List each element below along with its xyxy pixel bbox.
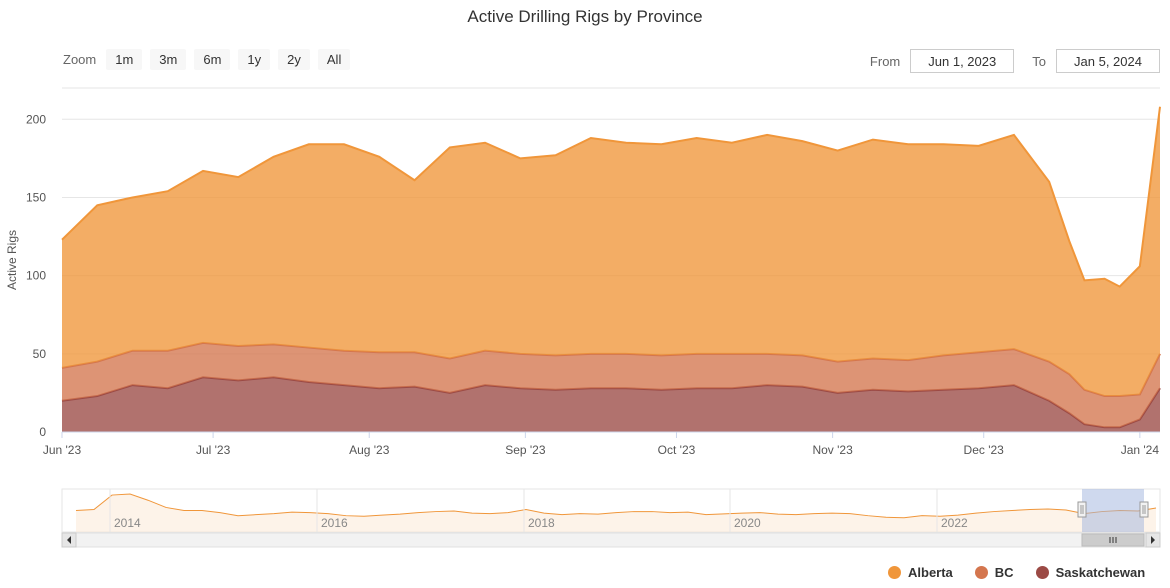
legend-item-alberta[interactable]: Alberta (888, 565, 953, 580)
navigator-tick-label: 2022 (941, 516, 968, 530)
zoom-bar: Zoom 1m 3m 6m 1y 2y All (63, 49, 351, 70)
navigator-tick-label: 2020 (734, 516, 761, 530)
y-tick-label: 50 (33, 347, 47, 361)
y-tick-label: 0 (39, 425, 46, 439)
x-tick-label: Nov '23 (812, 443, 853, 457)
x-tick-label: Sep '23 (505, 443, 546, 457)
x-axis: Jun '23 Jul '23 Aug '23 Sep '23 Oct '23 Nov '… (43, 431, 1160, 457)
series-areas (61, 106, 1161, 432)
legend-dot-bc (974, 566, 988, 579)
scrollbar-track[interactable] (61, 532, 1161, 548)
navigator-tick-label: 2014 (114, 516, 141, 530)
legend-label-bc: BC (994, 565, 1014, 580)
legend-label-saskatchewan: Saskatchewan (1055, 565, 1146, 580)
navigator-tick-label: 2018 (528, 516, 555, 530)
navigator-line (75, 493, 1157, 519)
zoom-3m-button[interactable]: 3m (150, 49, 187, 70)
zoom-1m-button[interactable]: 1m (106, 49, 143, 70)
legend-dot-alberta (888, 566, 901, 579)
area-bc[interactable] (62, 342, 1160, 428)
navigator-tick-label: 2016 (321, 516, 348, 530)
scroll-left-icon (67, 536, 71, 544)
y-axis-label: Active Rigs (5, 230, 19, 290)
legend-label-alberta: Alberta (908, 565, 953, 580)
scroll-right-icon (1151, 536, 1155, 544)
to-date-input[interactable] (1056, 49, 1160, 73)
line-saskatchewan (61, 376, 1161, 429)
area-alberta[interactable] (62, 106, 1160, 397)
zoom-2y-button[interactable]: 2y (278, 49, 310, 70)
x-tick-label: Jul '23 (196, 443, 231, 457)
y-tick-label: 100 (26, 269, 46, 283)
navigator-handle[interactable] (1139, 501, 1149, 518)
legend-item-saskatchewan[interactable]: Saskatchewan (1035, 565, 1146, 580)
navigator-handle[interactable] (1077, 501, 1087, 518)
to-label: To (1032, 53, 1046, 69)
from-label: From (869, 53, 901, 69)
zoom-1y-button[interactable]: 1y (238, 49, 271, 70)
x-tick-label: Jun '23 (43, 443, 82, 457)
y-tick-label: 200 (26, 112, 46, 126)
legend: Alberta BC Saskatchewan (888, 565, 1145, 580)
y-axis: 0 50 100 150 200 (26, 112, 46, 439)
line-alberta (61, 106, 1161, 288)
from-date-input[interactable] (910, 49, 1015, 73)
legend-dot-saskatchewan (1035, 566, 1049, 579)
x-tick-label: Oct '23 (658, 443, 696, 457)
date-range-selector: From To (870, 49, 1160, 73)
navigator[interactable]: 2014 2016 2018 2020 2022 (61, 488, 1161, 548)
x-tick-label: Jan '24 (1121, 443, 1160, 457)
navigator-selection[interactable] (1082, 489, 1144, 532)
legend-item-bc[interactable]: BC (974, 565, 1014, 580)
y-tick-label: 150 (26, 190, 46, 204)
zoom-label: Zoom (63, 52, 97, 67)
x-tick-label: Aug '23 (349, 443, 390, 457)
zoom-all-button[interactable]: All (317, 49, 351, 70)
x-tick-label: Dec '23 (964, 443, 1005, 457)
zoom-6m-button[interactable]: 6m (194, 49, 231, 70)
chart-title: Active Drilling Rigs by Province (467, 7, 703, 26)
